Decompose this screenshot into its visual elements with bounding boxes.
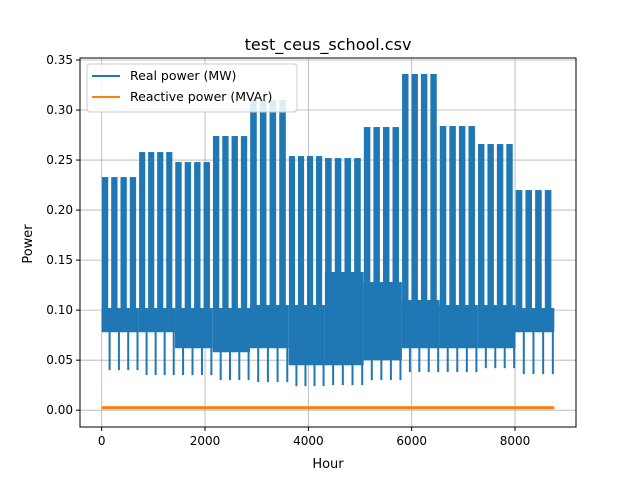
chart-title: test_ceus_school.csv	[245, 35, 412, 55]
real-power-weekday-peaks	[325, 158, 332, 366]
real-power-weekday-peaks	[194, 162, 201, 349]
y-tick-label: 0.35	[46, 53, 73, 67]
real-power-weekday-peaks	[231, 136, 238, 353]
real-power-weekday-peaks	[212, 136, 220, 353]
real-power-weekday-peaks	[344, 158, 352, 366]
y-tick-label: 0.15	[46, 253, 73, 267]
real-power-weekday-peaks	[166, 152, 173, 333]
real-power-weekday-peaks	[184, 162, 192, 349]
real-power-weekday-peaks	[316, 156, 323, 366]
y-axis-label: Power	[21, 224, 36, 264]
real-power-weekday-peaks	[259, 100, 267, 349]
real-power-weekday-peaks	[203, 162, 210, 349]
real-power-weekday-peaks	[392, 127, 400, 361]
real-power-weekday-peaks	[101, 177, 109, 333]
real-power-weekday-peaks	[468, 126, 475, 349]
real-power-weekday-peaks	[354, 158, 361, 366]
y-tick-label: 0.00	[46, 403, 73, 417]
x-tick-label: 6000	[396, 434, 427, 448]
real-power-weekday-peaks	[269, 100, 277, 349]
y-tick-label: 0.30	[46, 103, 73, 117]
x-tick-label: 2000	[190, 434, 221, 448]
real-power-weekday-peaks	[363, 127, 371, 361]
real-power-weekday-peaks	[306, 156, 314, 366]
series-real-power	[101, 74, 555, 387]
y-tick-label: 0.25	[46, 153, 73, 167]
y-tick-label: 0.05	[46, 353, 73, 367]
x-tick-label: 4000	[293, 434, 324, 448]
x-axis-label: Hour	[312, 457, 344, 472]
real-power-weekday-peaks	[496, 144, 504, 349]
y-axis-ticks: 0.00 0.05 0.10 0.15 0.20 0.25 0.30 0.35	[46, 53, 80, 417]
legend-label-real: Real power (MW)	[130, 68, 236, 83]
real-power-weekday-peaks	[487, 144, 494, 349]
y-tick-label: 0.20	[46, 203, 73, 217]
real-power-weekday-peaks	[373, 127, 380, 361]
real-power-weekday-peaks	[111, 177, 118, 333]
x-axis-ticks: 0 2000 4000 6000 8000	[98, 427, 530, 448]
real-power-weekday-peaks	[120, 177, 127, 333]
real-power-weekday-peaks	[129, 177, 137, 333]
legend-label-reactive: Reactive power (MVAr)	[130, 89, 272, 104]
real-power-weekday-peaks	[222, 136, 229, 353]
real-power-weekday-peaks	[458, 126, 466, 349]
x-tick-label: 8000	[500, 434, 531, 448]
real-power-weekday-peaks	[430, 74, 437, 349]
real-power-weekday-peaks	[420, 74, 428, 349]
y-tick-label: 0.10	[46, 303, 73, 317]
real-power-weekday-peaks	[411, 74, 418, 349]
real-power-weekday-peaks	[544, 190, 552, 333]
real-power-weekday-peaks	[240, 136, 248, 353]
real-power-weekday-peaks	[382, 127, 390, 361]
real-power-weekday-peaks	[439, 126, 447, 349]
legend: Real power (MW) Reactive power (MVAr)	[86, 63, 298, 113]
real-power-weekday-peaks	[402, 74, 409, 349]
real-power-weekday-peaks	[535, 190, 542, 333]
real-power-weekday-peaks	[139, 152, 146, 333]
real-power-weekday-peaks	[478, 144, 485, 349]
real-power-weekday-peaks	[288, 156, 296, 366]
real-power-weekday-peaks	[279, 100, 286, 349]
axes-frame	[79, 57, 577, 428]
real-power-weekday-peaks	[334, 158, 342, 366]
real-power-weekday-peaks	[525, 190, 533, 333]
real-power-weekday-peaks	[449, 126, 456, 349]
real-power-weekday-peaks	[250, 100, 257, 349]
real-power-weekday-peaks	[157, 152, 164, 333]
real-power-weekday-peaks	[506, 144, 513, 349]
real-power-weekday-peaks	[148, 152, 155, 333]
legend-box	[86, 63, 298, 113]
series-reactive-power	[101, 406, 555, 410]
real-power-weekday-peaks	[175, 162, 182, 349]
real-power-weekday-peaks	[297, 156, 305, 366]
real-power-weekday-peaks	[515, 190, 523, 333]
reactive-power-band	[101, 406, 555, 410]
x-tick-label: 0	[98, 434, 106, 448]
